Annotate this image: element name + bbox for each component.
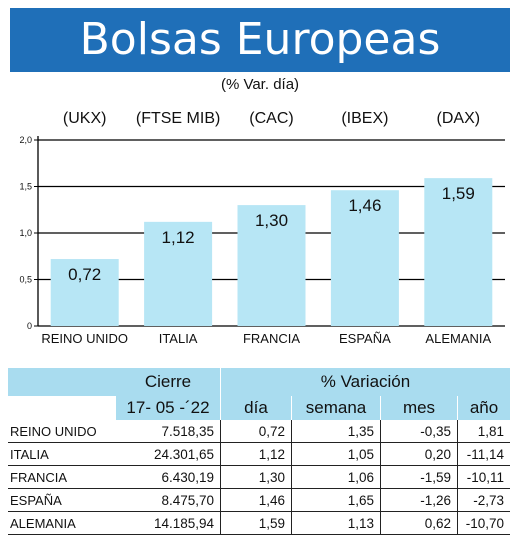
bar [424,178,493,326]
index-label: (CAC) [249,110,293,127]
category-label: ALEMANIA [425,331,491,346]
table-row: ALEMANIA 14.185,94 1,59 1,13 0,62 -10,70 [8,511,510,535]
y-tick-label: 1,0 [19,228,32,238]
row-mes: -1,59 [380,465,458,489]
row-dia: 1,59 [220,511,292,535]
market-table: Cierre % Variación 17- 05 -´22 día seman… [8,368,510,535]
row-ano: -10,11 [457,465,510,489]
bar-value-label: 1,46 [348,196,381,215]
table-row: REINO UNIDO 7.518,35 0,72 1,35 -0,35 1,8… [8,420,510,443]
index-label: (UKX) [63,110,107,127]
row-cierre: 14.185,94 [116,511,221,535]
bar-value-label: 1,59 [442,184,475,203]
bar-chart: 0 0,5 1,0 1,5 2,0 0,72 REINO UNIDO (UKX) 1,12 ITA… [19,110,505,346]
row-cierre: 24.301,65 [116,442,221,466]
row-mes: -0,35 [380,420,458,443]
row-semana: 1,35 [291,420,381,443]
header-variacion: % Variación [220,368,510,396]
header-ano: año [457,396,510,420]
row-semana: 1,65 [291,488,381,512]
row-ano: -10,70 [457,511,510,535]
header-cierre: Cierre [116,368,221,396]
row-mes: 0,20 [380,442,458,466]
row-mes: 0,62 [380,511,458,535]
header-mes: mes [380,396,458,420]
bar [144,221,213,326]
y-tick-label: 0,5 [19,275,32,285]
row-name: ITALIA [8,442,116,466]
chart-subtitle: (% Var. día) [220,76,300,93]
header-blank-2 [8,396,116,420]
row-ano: 1,81 [457,420,510,443]
category-label: FRANCIA [243,331,300,346]
row-semana: 1,13 [291,511,381,535]
y-tick-label: 1,5 [19,182,32,192]
table-row: FRANCIA 6.430,19 1,30 1,06 -1,59 -10,11 [8,465,510,489]
row-name: REINO UNIDO [8,420,116,443]
header-semana: semana [291,396,381,420]
index-label: (FTSE MIB) [136,110,220,127]
row-name: ALEMANIA [8,511,116,535]
row-name: ESPAÑA [8,488,116,512]
bar-value-label: 1,12 [162,228,195,247]
header-dia: día [220,396,292,420]
row-semana: 1,05 [291,442,381,466]
table-group-header: Cierre % Variación [8,368,510,396]
title-banner: Bolsas Europeas [10,8,510,72]
row-dia: 0,72 [220,420,292,443]
y-tick-label: 0 [27,321,32,331]
row-ano: -11,14 [457,442,510,466]
row-name: FRANCIA [8,465,116,489]
row-cierre: 7.518,35 [116,420,221,443]
index-label: (DAX) [437,110,481,127]
bar [237,205,306,326]
row-dia: 1,30 [220,465,292,489]
header-blank [8,368,116,396]
category-label: REINO UNIDO [41,331,128,346]
row-dia: 1,46 [220,488,292,512]
table-row: ITALIA 24.301,65 1,12 1,05 0,20 -11,14 [8,442,510,466]
row-ano: -2,73 [457,488,510,512]
bar-value-label: 0,72 [68,265,101,284]
bar-value-label: 1,30 [255,211,288,230]
row-mes: -1,26 [380,488,458,512]
bar [330,190,399,326]
row-dia: 1,12 [220,442,292,466]
table-column-header: 17- 05 -´22 día semana mes año [8,396,510,420]
row-semana: 1,06 [291,465,381,489]
bar [50,259,119,326]
category-label: ITALIA [159,331,198,346]
index-label: (IBEX) [341,110,388,127]
category-label: ESPAÑA [339,331,391,346]
row-cierre: 8.475,70 [116,488,221,512]
header-date: 17- 05 -´22 [116,396,221,420]
row-cierre: 6.430,19 [116,465,221,489]
page-title: Bolsas Europeas [79,14,441,65]
table-row: ESPAÑA 8.475,70 1,46 1,65 -1,26 -2,73 [8,488,510,512]
y-tick-label: 2,0 [19,135,32,145]
